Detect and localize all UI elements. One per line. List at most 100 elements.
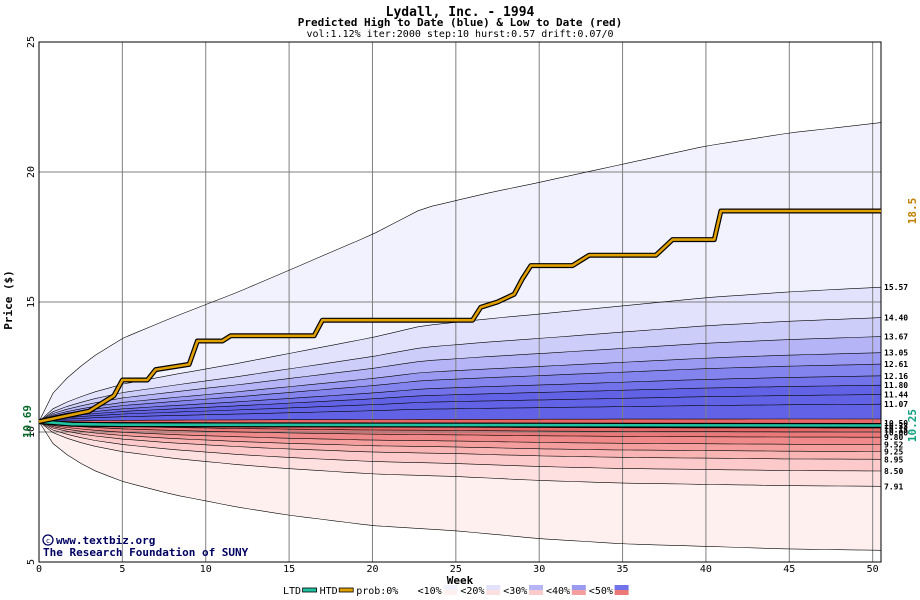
legend-label: <20% [460, 586, 484, 597]
low-quantile-label: 8.50 [884, 467, 903, 476]
high-to-date-series [38, 209, 881, 423]
high-band [39, 394, 881, 422]
legend-item: <30% [503, 585, 543, 597]
low-quantile-line [38, 421, 882, 445]
legend-color-swatch [571, 585, 586, 590]
chart-title: Lydall, Inc. - 1994 [386, 5, 535, 20]
low-quantile-label: 7.91 [884, 482, 903, 491]
high-quantile-label: 13.05 [884, 349, 908, 358]
low-quantile-line [38, 421, 881, 433]
low-band [39, 421, 881, 445]
credit-line-1: www.textbiz.org [56, 534, 155, 547]
low-quantile-label: 10.33 [884, 422, 908, 431]
high-quantile-line [38, 394, 882, 422]
legend-item: <10% [418, 585, 458, 597]
legend-color-swatch [443, 590, 458, 595]
low-quantile-line [38, 421, 882, 460]
y-tick-label: 15 [26, 296, 37, 308]
svg-text:c: c [46, 537, 50, 545]
legend-color-swatch [486, 590, 501, 595]
chart-params: vol:1.12% iter:2000 step:10 hurst:0.57 d… [306, 29, 613, 40]
high-quantile-label: 13.67 [884, 333, 908, 342]
low-quantile-line [38, 421, 882, 487]
high-quantile-line [38, 363, 882, 422]
low-quantile-line [38, 421, 882, 472]
y-tick-label: 5 [26, 559, 37, 565]
high-quantile-line [38, 352, 882, 422]
y-axis-label: Price ($) [2, 270, 15, 330]
plot-area: 0 5 10 15 20 25 30 35 40 45 5051015202515.5714.401… [21, 36, 919, 575]
high-quantile-label: 14.40 [884, 314, 908, 323]
low-quantile-line [38, 418, 881, 422]
credit-block: c www.textbiz.org The Research Foundatio… [42, 534, 249, 559]
legend-label: <50% [589, 586, 613, 597]
chart-subtitle: Predicted High to Date (blue) & Low to D… [298, 16, 623, 29]
x-tick-label: 10 [200, 564, 212, 575]
x-tick-label: 40 [700, 564, 712, 575]
legend-line-swatch [302, 587, 318, 593]
legend-label: prob:0% [356, 586, 398, 597]
legend-color-swatch [614, 590, 629, 595]
low-end-label: 10.25 [906, 409, 919, 442]
low-quantile-label: 9.80 [884, 433, 903, 442]
high-quantile-label: 12.61 [884, 360, 908, 369]
high-band [39, 404, 881, 422]
low-band [39, 421, 881, 460]
low-quantile-label: 10.15 [884, 425, 908, 434]
x-tick-label: 35 [617, 564, 629, 575]
legend: LTD HTD prob:0% <10% <20% <30% <40% <50% [283, 585, 629, 597]
legend-color-swatch [400, 585, 415, 590]
x-tick-label: 0 [36, 564, 42, 575]
low-band [39, 419, 881, 422]
low-quantile-label: 9.52 [884, 440, 903, 449]
x-axis-label: Week [447, 574, 474, 587]
legend-label: <30% [503, 586, 527, 597]
x-tick-label: 50 [867, 564, 879, 575]
low-band [39, 421, 881, 551]
high-band [39, 385, 881, 422]
high-quantile-line [38, 336, 882, 422]
low-band [39, 421, 881, 452]
high-quantile-line [38, 403, 882, 422]
low-band [39, 421, 881, 438]
low-band [39, 421, 881, 471]
legend-line-swatch [338, 587, 354, 593]
high-end-label: 18.5 [906, 198, 919, 225]
x-tick-label: 25 [450, 564, 462, 575]
legend-item: <40% [546, 585, 586, 597]
high-band [39, 364, 881, 422]
y-tick-label: 10 [26, 426, 37, 438]
legend-color-swatch [529, 585, 543, 590]
legend-color-swatch [529, 590, 543, 595]
legend-color-swatch [443, 585, 458, 590]
low-quantile-line [38, 421, 881, 438]
x-tick-label: 15 [283, 564, 295, 575]
legend-color-swatch [400, 590, 415, 595]
high-quantile-label: 15.57 [884, 283, 908, 292]
low-quantile-label: 10.50 [884, 419, 908, 428]
low-quantile-label: 10.00 [884, 429, 908, 438]
low-band [39, 421, 881, 432]
legend-label: HTD [320, 586, 338, 597]
high-quantile-label: 12.16 [884, 372, 908, 381]
high-band [39, 375, 881, 422]
x-tick-label: 45 [783, 564, 795, 575]
legend-item: HTD [320, 586, 354, 597]
high-quantile-line [38, 317, 882, 422]
legend-item: prob:0% [356, 585, 415, 597]
legend-item: LTD [283, 586, 318, 597]
copyright-icon: c [42, 534, 54, 546]
high-band [39, 336, 881, 422]
y-tick-label: 25 [26, 36, 37, 48]
high-quantile-line [38, 375, 882, 422]
legend-label: <10% [418, 586, 442, 597]
legend-item: <50% [589, 585, 629, 597]
low-to-date-series [38, 420, 882, 427]
high-quantile-line [38, 384, 882, 422]
low-quantile-label: 8.95 [884, 455, 903, 464]
high-band [39, 122, 881, 422]
legend-color-swatch [486, 585, 501, 590]
low-quantile-line [38, 421, 882, 551]
low-quantile-line [38, 421, 881, 452]
